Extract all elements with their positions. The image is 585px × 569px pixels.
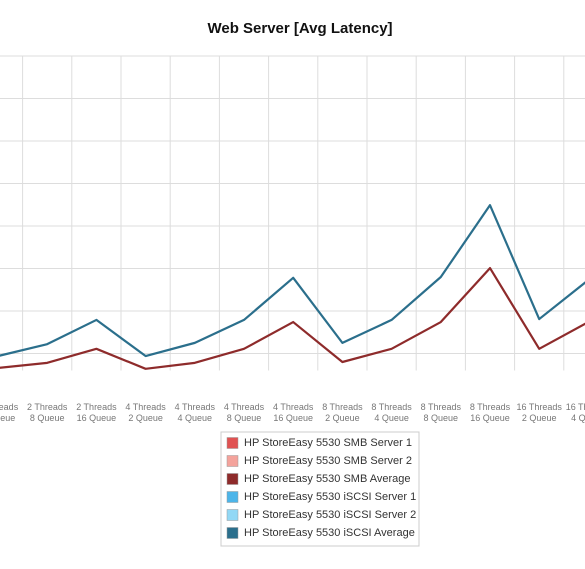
legend-label: HP StoreEasy 5530 SMB Server 1 — [244, 437, 412, 449]
x-tick-label: 8 Threads 8 Queue — [421, 402, 462, 423]
legend-label: HP StoreEasy 5530 SMB Server 2 — [244, 455, 412, 467]
legend-swatch — [226, 473, 239, 485]
x-tick-label: 2 Threads 16 Queue — [76, 402, 117, 423]
x-tick-label: 4 Threads 2 Queue — [125, 402, 166, 423]
legend-swatch — [226, 437, 239, 449]
legend-swatch — [226, 455, 239, 467]
x-tick-label: 8 Threads 4 Queue — [371, 402, 412, 423]
legend-swatch — [226, 509, 239, 521]
chart-title: Web Server [Avg Latency] — [207, 20, 392, 37]
legend-swatch — [226, 527, 239, 539]
legend-label: HP StoreEasy 5530 iSCSI Server 2 — [244, 509, 416, 521]
legend-label: HP StoreEasy 5530 iSCSI Server 1 — [244, 491, 416, 503]
legend-label: HP StoreEasy 5530 iSCSI Average — [244, 527, 415, 539]
x-tick-label: 4 Threads 4 Queue — [175, 402, 216, 423]
legend-swatch — [226, 491, 239, 503]
x-tick-label: 8 Threads 2 Queue — [322, 402, 363, 423]
x-tick-label: 4 Threads 16 Queue — [273, 402, 314, 423]
legend-box — [220, 431, 420, 547]
x-tick-label: 2 Threads 8 Queue — [27, 402, 68, 423]
series-line — [0, 204, 585, 358]
x-tick-label: 4 Threads 8 Queue — [224, 402, 265, 423]
legend-label: HP StoreEasy 5530 SMB Average — [244, 473, 411, 485]
series-line — [0, 266, 585, 370]
x-tick-label: 8 Threads 16 Queue — [470, 402, 511, 423]
x-tick-label: 16 Threads 2 Queue — [517, 402, 563, 423]
